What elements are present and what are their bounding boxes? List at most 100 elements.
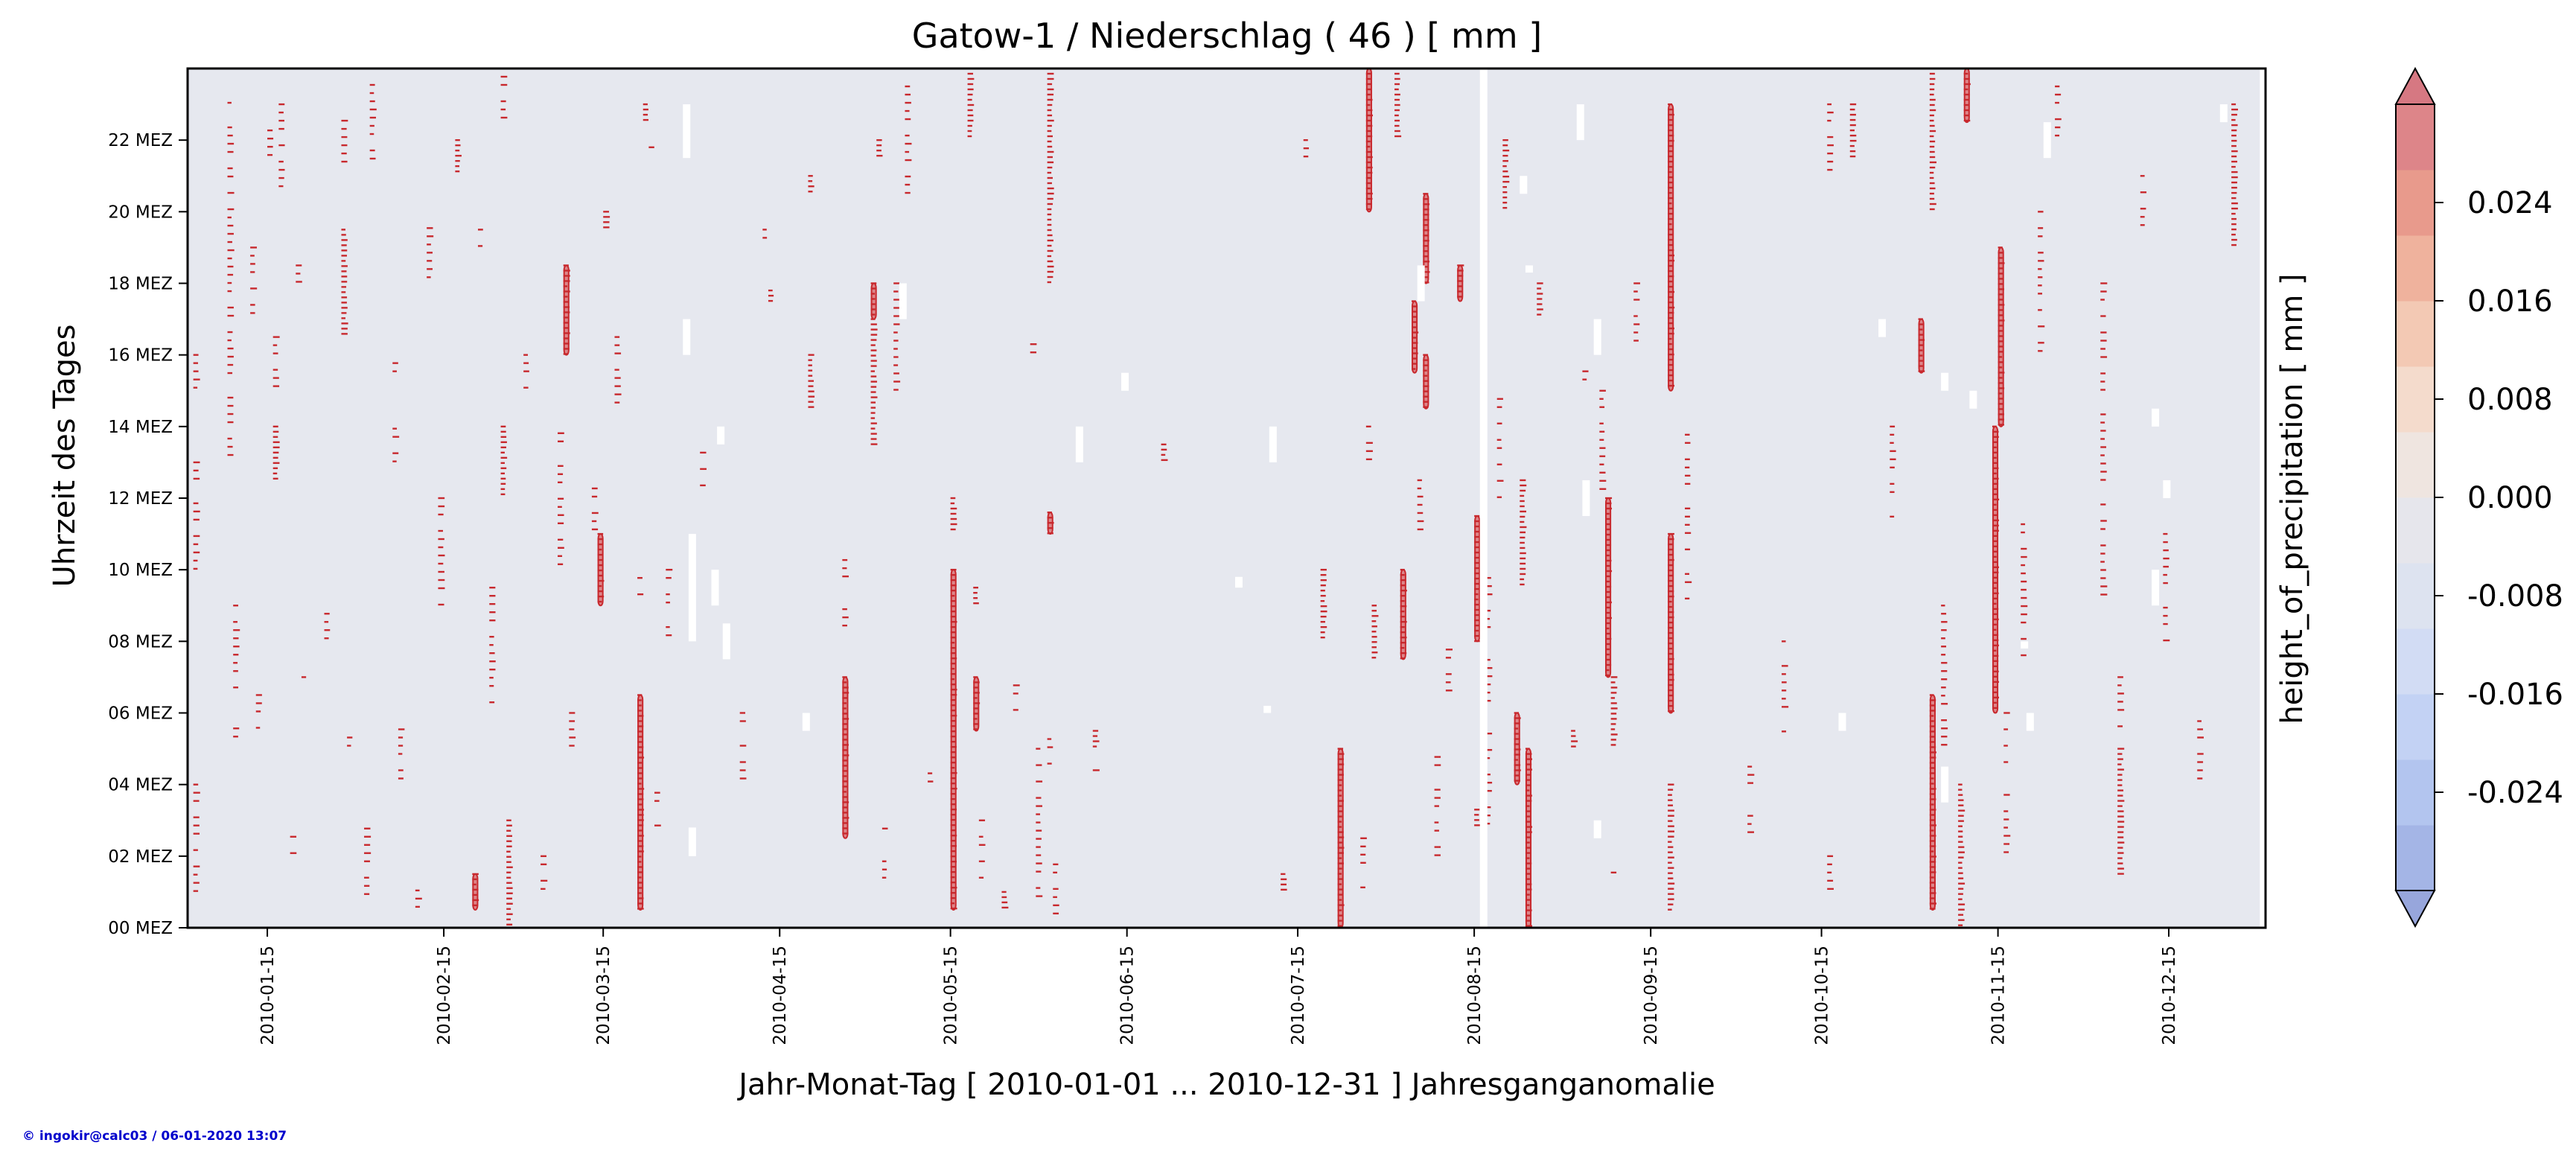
missing-data bbox=[1593, 820, 1601, 838]
rain-event bbox=[1849, 103, 1857, 158]
rain-event bbox=[193, 461, 200, 570]
rain-event bbox=[569, 712, 576, 747]
colorbar-level bbox=[2396, 628, 2435, 695]
rain-event bbox=[973, 676, 981, 732]
rain-event bbox=[2117, 748, 2125, 875]
rain-event bbox=[272, 336, 280, 387]
rain-event bbox=[700, 451, 707, 487]
rain-event bbox=[1434, 756, 1441, 856]
rain-event-blob bbox=[563, 264, 570, 356]
rain-event bbox=[597, 532, 605, 607]
rain-event-blob bbox=[1400, 569, 1406, 660]
missing-data bbox=[1263, 705, 1272, 713]
rain-event bbox=[489, 587, 496, 704]
rain-event bbox=[1668, 532, 1674, 714]
rain-event bbox=[881, 827, 888, 879]
rain-event bbox=[870, 282, 877, 320]
rain-event bbox=[2197, 720, 2204, 780]
colorbar-tick-label: -0.016 bbox=[2467, 678, 2563, 712]
y-axis: 00 MEZ 02 MEZ 04 MEZ 06 MEZ 08 MEZ 10 MEZ 12 M… bbox=[108, 131, 188, 938]
rain-event bbox=[1890, 425, 1896, 518]
rain-event bbox=[1525, 748, 1532, 928]
x-tick-label: 2010-06-15 bbox=[1118, 946, 1138, 1045]
missing-data bbox=[2043, 122, 2051, 159]
rain-event bbox=[438, 497, 445, 606]
missing-data bbox=[688, 534, 696, 642]
colorbar-tick-label: 0.000 bbox=[2467, 481, 2553, 515]
x-axis: 2010-01-15 2010-02-15 2010-03-15 2010-04-15… bbox=[258, 928, 2179, 1045]
x-tick-label: 2010-08-15 bbox=[1465, 946, 1485, 1045]
missing-data bbox=[2026, 713, 2034, 731]
rain-event bbox=[666, 568, 673, 637]
rain-event bbox=[506, 819, 513, 926]
rain-event bbox=[233, 605, 240, 738]
rain-event bbox=[1047, 512, 1054, 535]
rain-event bbox=[1092, 730, 1100, 748]
rain-event bbox=[1582, 370, 1589, 380]
colorbar-level bbox=[2396, 432, 2435, 498]
rain-event bbox=[1371, 605, 1379, 659]
rain-event bbox=[1365, 67, 1373, 213]
y-tick-label: 08 MEZ bbox=[108, 632, 173, 652]
rain-event bbox=[1782, 640, 1789, 733]
rain-event bbox=[500, 425, 508, 496]
colorbar: -0.024 -0.016 -0.008 0.000 0.008 0.016 0.024 bbox=[2394, 66, 2563, 928]
chart-title: Gatow-1 / Niederschlag ( 46 ) [ mm ] bbox=[912, 16, 1542, 56]
rain-event bbox=[950, 497, 957, 531]
rain-event bbox=[1571, 730, 1578, 748]
rain-event bbox=[1047, 67, 1054, 284]
rain-event bbox=[1537, 282, 1543, 316]
rain-event bbox=[2055, 85, 2062, 137]
rain-event bbox=[1963, 67, 1971, 124]
colorbar-level bbox=[2396, 235, 2435, 302]
missing-data bbox=[1838, 713, 1846, 731]
missing-data bbox=[802, 713, 810, 731]
rain-event bbox=[842, 676, 849, 839]
missing-data bbox=[1969, 390, 1977, 409]
rain-event bbox=[455, 138, 462, 173]
rain-event-blob bbox=[1668, 103, 1674, 392]
x-tick-label: 2010-03-15 bbox=[594, 946, 613, 1045]
y-tick-label: 10 MEZ bbox=[108, 561, 173, 580]
rain-event bbox=[1445, 649, 1453, 692]
rain-event bbox=[415, 889, 422, 908]
missing-data bbox=[1269, 426, 1277, 462]
rain-event bbox=[1036, 748, 1043, 897]
rain-event bbox=[278, 103, 285, 188]
rain-event bbox=[1423, 193, 1430, 284]
y-tick-label: 22 MEZ bbox=[108, 131, 173, 150]
missing-data bbox=[1582, 480, 1590, 517]
rain-event-blob bbox=[950, 569, 957, 911]
rain-event bbox=[637, 694, 645, 911]
rain-event bbox=[808, 354, 815, 408]
colorbar-level bbox=[2396, 694, 2435, 760]
rain-event bbox=[808, 175, 814, 193]
rain-event bbox=[1337, 748, 1345, 928]
rain-event bbox=[341, 229, 348, 335]
plot-area bbox=[186, 67, 2268, 929]
x-tick-label: 2010-02-15 bbox=[435, 946, 454, 1045]
missing-data bbox=[722, 623, 730, 660]
missing-data bbox=[2260, 69, 2268, 928]
missing-data bbox=[1520, 176, 1528, 194]
rain-event bbox=[1827, 103, 1834, 171]
rain-event bbox=[1998, 246, 2005, 427]
x-tick-label: 2010-05-15 bbox=[942, 946, 961, 1045]
rain-event bbox=[1485, 576, 1493, 825]
y-tick-label: 14 MEZ bbox=[108, 418, 173, 437]
rain-event bbox=[1827, 855, 1834, 891]
rain-event bbox=[1514, 712, 1521, 786]
rain-event bbox=[364, 827, 372, 895]
rain-event bbox=[1958, 783, 1966, 926]
rain-event bbox=[1918, 318, 1925, 374]
rain-event bbox=[1496, 398, 1504, 498]
y-tick-label: 12 MEZ bbox=[108, 489, 173, 509]
rain-event bbox=[227, 101, 235, 456]
x-tick-label: 2010-01-15 bbox=[258, 946, 278, 1045]
missing-data bbox=[1576, 104, 1584, 141]
missing-data bbox=[717, 426, 725, 445]
y-axis-label: Uhrzeit des Tages bbox=[48, 325, 82, 587]
rain-event bbox=[1412, 300, 1419, 374]
rain-event bbox=[768, 289, 774, 302]
rain-event bbox=[591, 487, 599, 531]
